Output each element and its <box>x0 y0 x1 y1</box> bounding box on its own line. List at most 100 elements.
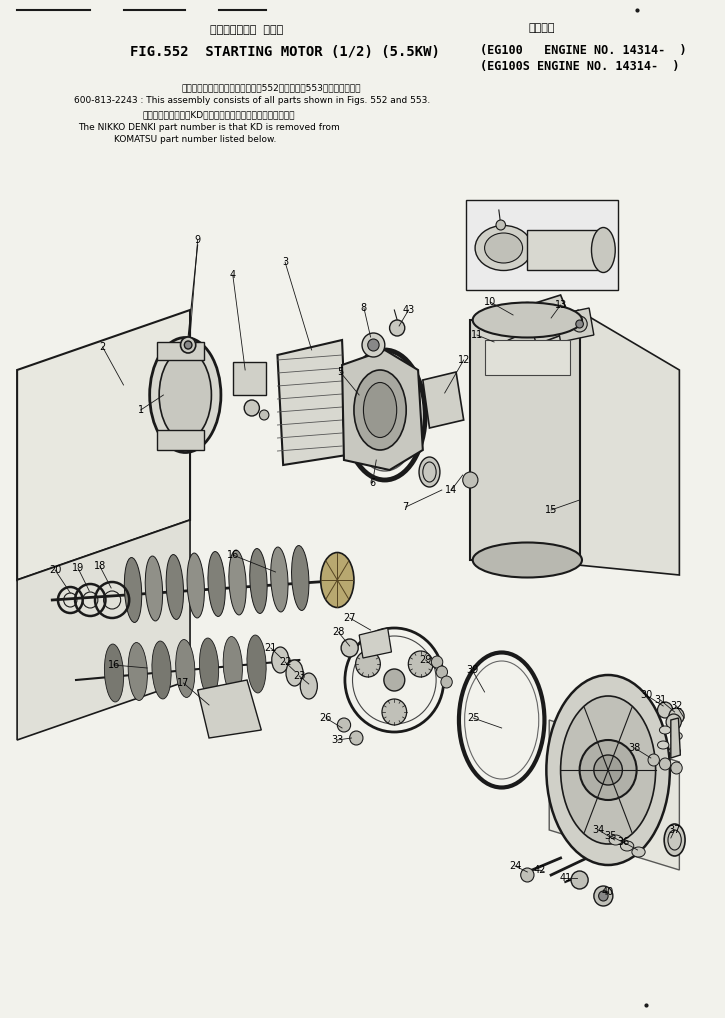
Text: 1: 1 <box>138 405 144 415</box>
Ellipse shape <box>149 338 221 452</box>
Circle shape <box>356 651 381 677</box>
Circle shape <box>599 891 608 901</box>
Ellipse shape <box>660 726 671 734</box>
Circle shape <box>184 341 192 349</box>
Text: 6: 6 <box>370 478 376 488</box>
Text: このアッセンブリの構成部品は第552図および第553図を展みます．: このアッセンブリの構成部品は第552図および第553図を展みます． <box>181 83 360 93</box>
Ellipse shape <box>270 547 288 612</box>
Text: 9: 9 <box>194 235 201 245</box>
Text: 33: 33 <box>331 735 344 745</box>
Ellipse shape <box>160 350 212 440</box>
Circle shape <box>349 731 363 745</box>
Circle shape <box>594 755 622 785</box>
Polygon shape <box>157 342 204 360</box>
Text: (EG100S ENGINE NO. 14314-  ): (EG100S ENGINE NO. 14314- ) <box>480 59 679 72</box>
Circle shape <box>660 758 671 770</box>
Circle shape <box>576 320 584 328</box>
Polygon shape <box>578 310 679 575</box>
Text: 39: 39 <box>466 665 478 675</box>
Ellipse shape <box>632 847 645 857</box>
Ellipse shape <box>199 638 219 696</box>
Polygon shape <box>198 680 261 738</box>
Text: 16: 16 <box>108 660 120 670</box>
Ellipse shape <box>247 635 266 693</box>
Circle shape <box>594 886 613 906</box>
Text: 31: 31 <box>654 695 666 705</box>
Ellipse shape <box>484 233 523 263</box>
Circle shape <box>389 320 405 336</box>
Polygon shape <box>671 718 680 758</box>
Text: 24: 24 <box>509 861 521 871</box>
Text: 36: 36 <box>617 837 629 847</box>
Text: 10: 10 <box>484 297 497 307</box>
Text: The NIKKO DENKI part number is that KD is removed from: The NIKKO DENKI part number is that KD i… <box>78 122 340 131</box>
Ellipse shape <box>272 647 289 673</box>
Text: 適用号機: 適用号機 <box>529 23 555 33</box>
Ellipse shape <box>592 227 616 273</box>
Ellipse shape <box>320 553 354 608</box>
Ellipse shape <box>152 641 171 699</box>
Polygon shape <box>342 350 423 470</box>
Text: 32: 32 <box>671 701 683 711</box>
Text: 16: 16 <box>227 550 239 560</box>
Ellipse shape <box>291 546 309 611</box>
Text: 2: 2 <box>99 342 106 352</box>
Ellipse shape <box>671 732 682 740</box>
Text: 21: 21 <box>265 643 277 653</box>
Ellipse shape <box>166 555 183 620</box>
Polygon shape <box>508 330 539 365</box>
Text: 600-813-2243 : This assembly consists of all parts shown in Figs. 552 and 553.: 600-813-2243 : This assembly consists of… <box>74 96 430 105</box>
Polygon shape <box>527 230 603 270</box>
Polygon shape <box>233 362 266 395</box>
Ellipse shape <box>363 383 397 438</box>
Polygon shape <box>359 628 392 658</box>
Circle shape <box>463 472 478 488</box>
Ellipse shape <box>175 639 195 697</box>
Ellipse shape <box>124 558 141 622</box>
Ellipse shape <box>609 835 622 845</box>
Text: 29: 29 <box>420 655 432 665</box>
Ellipse shape <box>354 370 406 450</box>
Ellipse shape <box>513 302 542 338</box>
Polygon shape <box>513 295 575 348</box>
Ellipse shape <box>145 556 162 621</box>
Text: 25: 25 <box>467 713 479 723</box>
Circle shape <box>384 669 405 691</box>
Text: 28: 28 <box>332 627 344 637</box>
Text: 8: 8 <box>361 303 367 313</box>
Ellipse shape <box>229 550 246 615</box>
Ellipse shape <box>104 644 124 702</box>
Text: 42: 42 <box>534 865 546 875</box>
Circle shape <box>181 337 196 353</box>
Text: 7: 7 <box>402 502 409 512</box>
Text: 18: 18 <box>94 561 106 571</box>
Ellipse shape <box>473 302 582 338</box>
Circle shape <box>337 718 351 732</box>
Text: (EG100   ENGINE NO. 14314-  ): (EG100 ENGINE NO. 14314- ) <box>480 44 687 57</box>
Text: スターティング  モータ: スターティング モータ <box>210 25 283 35</box>
Circle shape <box>496 220 505 230</box>
Ellipse shape <box>560 696 655 844</box>
Circle shape <box>431 656 443 668</box>
Text: 23: 23 <box>293 671 305 681</box>
Text: 17: 17 <box>177 678 189 688</box>
Polygon shape <box>471 320 579 560</box>
Text: 27: 27 <box>344 613 356 623</box>
Ellipse shape <box>473 543 582 577</box>
Circle shape <box>362 333 385 357</box>
Text: 40: 40 <box>602 887 614 897</box>
Text: 3: 3 <box>282 257 288 267</box>
Circle shape <box>579 740 637 800</box>
Text: 11: 11 <box>471 330 483 340</box>
Polygon shape <box>465 200 618 290</box>
Text: 22: 22 <box>279 657 291 667</box>
Text: 13: 13 <box>555 300 567 310</box>
Ellipse shape <box>419 457 440 487</box>
Ellipse shape <box>223 636 242 694</box>
Circle shape <box>436 666 447 678</box>
Ellipse shape <box>300 673 318 699</box>
Polygon shape <box>278 340 347 465</box>
Circle shape <box>671 762 682 774</box>
Polygon shape <box>556 308 594 342</box>
Text: 38: 38 <box>629 743 641 753</box>
